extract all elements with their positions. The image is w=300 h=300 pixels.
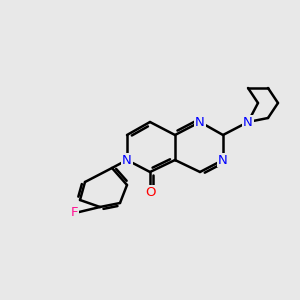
Text: F: F [71,206,79,220]
Text: O: O [145,185,155,199]
Text: N: N [218,154,228,166]
Text: N: N [122,154,132,166]
Text: N: N [195,116,205,128]
Text: N: N [243,116,253,128]
